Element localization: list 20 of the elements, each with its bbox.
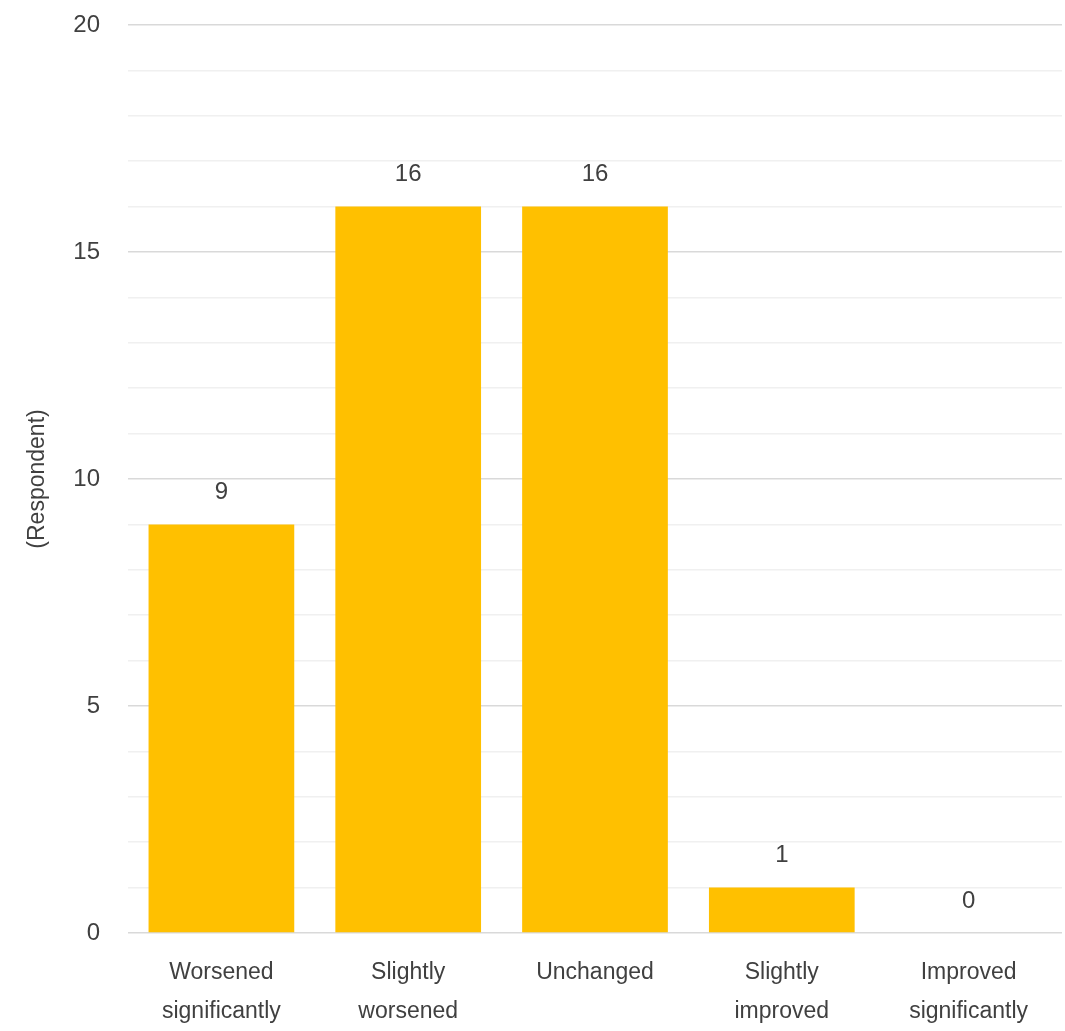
x-tick-label: Worsened significantly — [161, 957, 282, 1023]
bar — [148, 524, 295, 933]
data-label: 0 — [961, 885, 976, 913]
y-tick-label: 10 — [73, 463, 100, 491]
x-tick-label: Unchanged — [536, 957, 654, 984]
y-tick-label: 15 — [73, 236, 100, 264]
x-tick-label: Slightly improved — [734, 957, 830, 1023]
bar — [335, 206, 482, 933]
data-label: 1 — [775, 840, 789, 868]
data-label: 16 — [394, 159, 422, 187]
bar — [522, 206, 668, 933]
data-label: 16 — [581, 159, 609, 187]
y-tick-label: 0 — [86, 917, 100, 945]
y-axis-title: (Respondent) — [23, 409, 50, 549]
data-label: 9 — [214, 477, 229, 505]
x-tick-label: Improved significantly — [909, 957, 1029, 1023]
x-tick-label: Slightly worsened — [357, 957, 459, 1023]
y-tick-label: 20 — [73, 9, 100, 37]
bar — [708, 887, 855, 933]
y-tick-label: 5 — [86, 690, 100, 718]
